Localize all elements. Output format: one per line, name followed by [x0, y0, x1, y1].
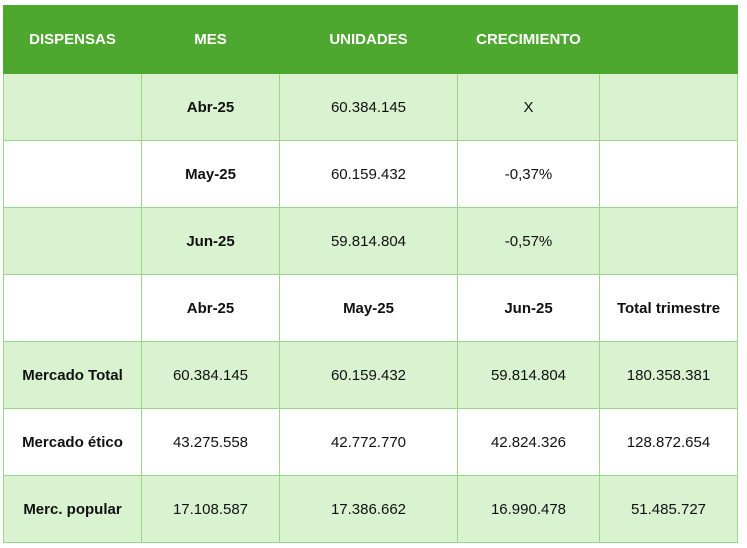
jun-value: 42.824.326	[457, 408, 600, 476]
total-value: 128.872.654	[599, 408, 738, 476]
header-row: DISPENSAS MES UNIDADES CRECIMIENTO	[3, 5, 738, 74]
summary-header-jun: Jun-25	[457, 274, 600, 342]
market-label: Mercado ético	[3, 408, 142, 476]
abr-value: 17.108.587	[141, 475, 280, 543]
empty-cell	[599, 73, 738, 141]
empty-cell	[599, 140, 738, 208]
table-row: Jun-25 59.814.804 -0,57%	[3, 207, 738, 275]
growth-cell: -0,57%	[457, 207, 600, 275]
dispensas-cell	[3, 207, 142, 275]
dispensas-cell	[3, 140, 142, 208]
header-mes: MES	[141, 5, 280, 74]
dispensas-cell	[3, 73, 142, 141]
header-unidades: UNIDADES	[279, 5, 458, 74]
may-value: 42.772.770	[279, 408, 458, 476]
table-row: Abr-25 60.384.145 X	[3, 73, 738, 141]
market-label: Merc. popular	[3, 475, 142, 543]
dispensas-table: DISPENSAS MES UNIDADES CRECIMIENTO Abr-2…	[3, 5, 738, 543]
jun-value: 59.814.804	[457, 341, 600, 409]
total-value: 180.358.381	[599, 341, 738, 409]
empty-cell	[599, 207, 738, 275]
month-cell: Abr-25	[141, 73, 280, 141]
jun-value: 16.990.478	[457, 475, 600, 543]
summary-header-may: May-25	[279, 274, 458, 342]
units-cell: 59.814.804	[279, 207, 458, 275]
table-row: May-25 60.159.432 -0,37%	[3, 140, 738, 208]
summary-header-row: Abr-25 May-25 Jun-25 Total trimestre	[3, 274, 738, 342]
abr-value: 43.275.558	[141, 408, 280, 476]
table-row: Mercado ético 43.275.558 42.772.770 42.8…	[3, 408, 738, 476]
header-empty	[599, 5, 738, 74]
month-cell: May-25	[141, 140, 280, 208]
abr-value: 60.384.145	[141, 341, 280, 409]
may-value: 60.159.432	[279, 341, 458, 409]
table-row: Merc. popular 17.108.587 17.386.662 16.9…	[3, 475, 738, 543]
growth-cell: X	[457, 73, 600, 141]
units-cell: 60.384.145	[279, 73, 458, 141]
summary-header-empty	[3, 274, 142, 342]
market-label: Mercado Total	[3, 341, 142, 409]
summary-header-total: Total trimestre	[599, 274, 738, 342]
growth-cell: -0,37%	[457, 140, 600, 208]
table-row: Mercado Total 60.384.145 60.159.432 59.8…	[3, 341, 738, 409]
may-value: 17.386.662	[279, 475, 458, 543]
header-crecimiento: CRECIMIENTO	[457, 5, 600, 74]
header-dispensas: DISPENSAS	[3, 5, 142, 74]
total-value: 51.485.727	[599, 475, 738, 543]
summary-header-abr: Abr-25	[141, 274, 280, 342]
units-cell: 60.159.432	[279, 140, 458, 208]
month-cell: Jun-25	[141, 207, 280, 275]
